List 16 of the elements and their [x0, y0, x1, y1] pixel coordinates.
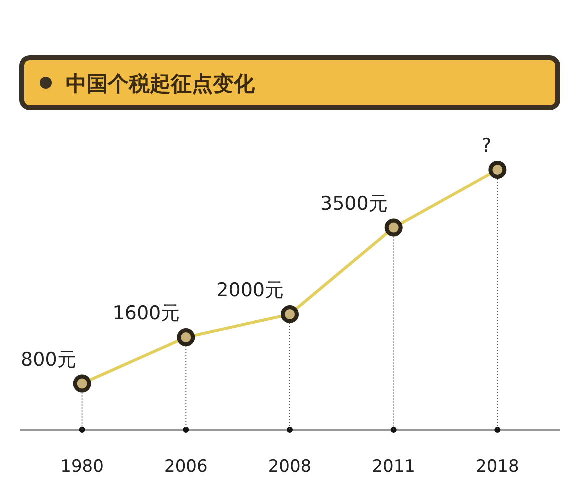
chart-title: 中国个税起征点变化: [66, 72, 256, 96]
point: [73, 374, 92, 393]
point: [281, 305, 299, 324]
x-tick-label: 2006: [164, 457, 208, 477]
point: [177, 328, 196, 347]
data-label: ?: [482, 135, 492, 157]
data-label: 1600元: [112, 302, 180, 325]
x-tick-label: 2018: [476, 457, 520, 477]
x-tick-label: 1980: [60, 457, 104, 477]
x-tick-label: 2011: [372, 457, 416, 477]
data-label: 800元: [21, 348, 76, 371]
data-label: 2000元: [216, 279, 284, 302]
x-tick-label: 2008: [268, 457, 312, 477]
data-label: 3500元: [320, 192, 388, 215]
point: [384, 218, 403, 237]
point: [488, 161, 507, 179]
